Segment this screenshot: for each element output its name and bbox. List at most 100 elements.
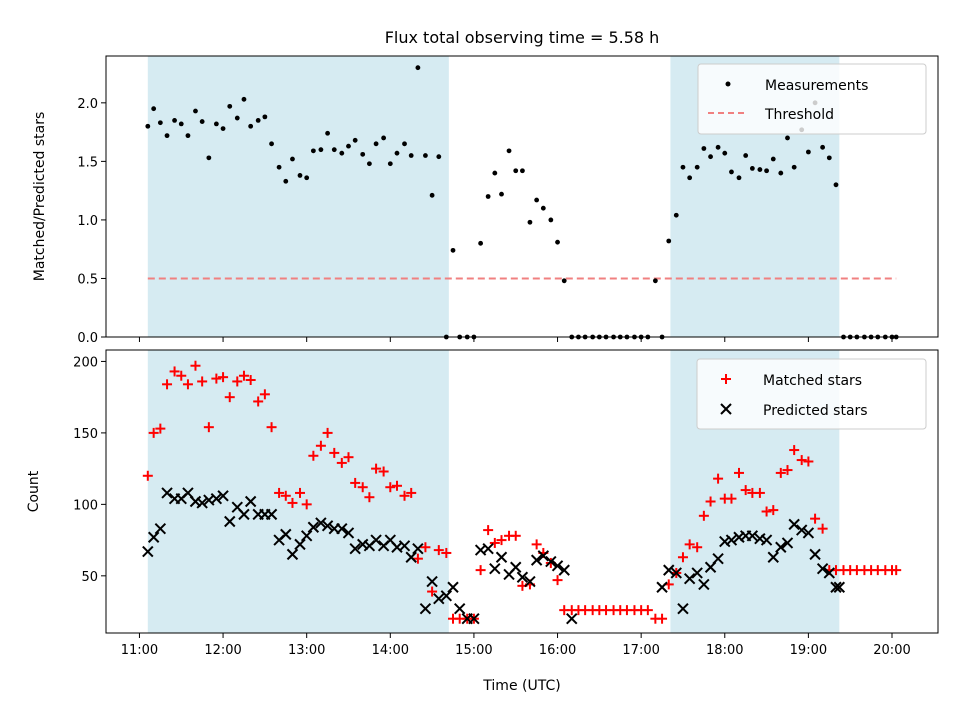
measurement-point: [151, 106, 157, 112]
measurement-point: [325, 130, 330, 136]
predicted-stars-point: [300, 530, 313, 542]
measurement-point: [402, 141, 407, 147]
measurement-point: [485, 194, 491, 199]
matched-stars-point: [810, 513, 821, 524]
matched-stars-point: [211, 373, 222, 384]
predicted-stars-point: [698, 578, 710, 591]
predicted-stars-point: [265, 508, 278, 521]
matched-stars-point: [713, 473, 724, 484]
matched-stars-legend-label: Matched stars: [763, 373, 862, 389]
matched-stars-point: [371, 463, 382, 474]
matched-stars-point: [232, 376, 243, 387]
predicted-stars-point: [495, 551, 508, 563]
measurement-point: [381, 135, 387, 141]
bottom-y-tick-label: 100: [73, 498, 98, 513]
bottom-legend: Matched stars Predicted stars: [696, 358, 927, 430]
measurement-point: [770, 156, 776, 162]
measurement-point: [694, 164, 700, 170]
measurement-point: [652, 278, 658, 284]
predicted-stars-point: [516, 571, 529, 583]
measurement-point: [178, 121, 184, 127]
measurement-point: [318, 147, 324, 153]
matched-stars-point: [789, 445, 800, 456]
measurement-point: [283, 178, 289, 184]
measurement-point: [436, 154, 442, 160]
predicted-stars-point: [154, 522, 167, 535]
predicted-stars-point: [453, 602, 466, 615]
matched-stars-point: [475, 565, 486, 576]
matched-stars-point: [280, 490, 291, 501]
matched-stars-point: [169, 366, 180, 377]
measurement-point: [241, 96, 247, 102]
matched-stars-point: [350, 477, 361, 488]
bottom-y-tick-label: 50: [81, 570, 98, 585]
measurement-point: [513, 168, 519, 174]
measurement-point: [193, 108, 198, 114]
matched-stars-point: [343, 452, 354, 463]
matched-stars-point: [740, 485, 751, 496]
matched-stars-point: [891, 565, 902, 576]
measurement-point: [548, 217, 554, 223]
measurement-point: [478, 240, 484, 246]
predicted-stars-point: [238, 508, 250, 521]
bottom-axes-frame: [105, 349, 939, 634]
predicted-stars-point: [447, 581, 459, 593]
predicted-stars-point: [524, 575, 536, 588]
measurement-point: [269, 141, 274, 147]
predicted-stars-point: [833, 581, 846, 593]
matched-stars-point: [754, 487, 765, 498]
matched-stars-point: [224, 392, 235, 403]
matched-stars-point: [162, 379, 173, 390]
bottom-y-axis-label: Count: [26, 470, 42, 512]
matched-stars-point: [642, 605, 653, 616]
matched-stars-point: [203, 422, 214, 433]
top-legend-box: [697, 63, 927, 135]
matched-stars-point: [190, 360, 201, 371]
measurement-point: [429, 192, 435, 198]
predicted-stars-point: [217, 490, 229, 502]
measurement-point: [826, 155, 832, 161]
matched-stars-point: [427, 586, 438, 597]
measurement-point: [687, 175, 693, 181]
predicted-stars-point: [468, 612, 480, 625]
measurement-point: [423, 153, 428, 158]
predicted-stars-point: [147, 531, 160, 543]
predicted-stars-point: [412, 542, 424, 555]
predicted-stars-point: [816, 562, 829, 575]
measurement-point: [534, 197, 540, 203]
measurement-point: [297, 173, 303, 178]
matched-stars-point: [768, 505, 779, 516]
predicted-stars-point: [142, 545, 154, 558]
predicted-stars-point: [551, 560, 564, 572]
measurement-point: [729, 169, 734, 175]
matched-stars-point: [510, 530, 521, 541]
predicted-stars-point: [405, 551, 417, 563]
measurement-point: [199, 119, 205, 124]
measurement-point: [527, 219, 533, 225]
predicted-stars-point: [315, 517, 327, 529]
predicted-stars-point: [683, 572, 696, 585]
matched-stars-point: [182, 379, 193, 390]
matched-stars-point: [155, 423, 166, 434]
measurement-point: [561, 278, 567, 284]
predicted-stars-point: [349, 542, 361, 555]
measurement-point: [262, 114, 268, 120]
predicted-stars-point: [775, 541, 787, 553]
bottom-y-tick-label: 200: [73, 355, 98, 370]
matched-stars-point: [391, 480, 402, 491]
predicted-stars-point: [802, 527, 815, 539]
matched-stars-legend-glyph: [721, 374, 731, 384]
measurement-point: [255, 117, 261, 123]
measurement-point: [673, 212, 679, 218]
bottom-shaded-interval: [147, 350, 449, 633]
predicted-stars-point: [566, 612, 578, 625]
measurement-point: [145, 123, 151, 129]
matched-stars-point: [245, 375, 256, 386]
matched-stars-point: [301, 499, 312, 510]
predicted-stars-point: [545, 555, 557, 568]
matched-stars-point: [441, 547, 452, 558]
predicted-stars-point: [677, 602, 689, 615]
predicted-stars-legend-label: Predicted stars: [763, 403, 868, 419]
predicted-stars-point: [670, 567, 682, 579]
predicted-stars-point: [830, 581, 842, 593]
